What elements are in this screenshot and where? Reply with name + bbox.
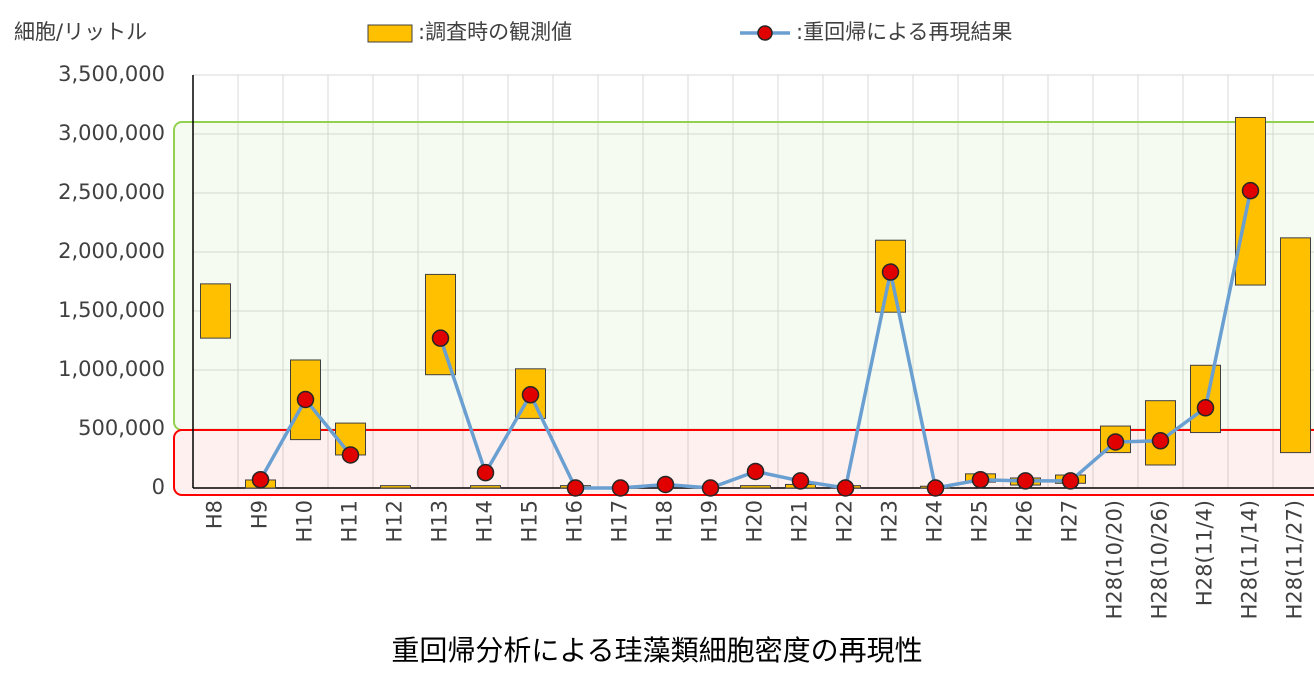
- x-tick-label: H26: [1013, 500, 1037, 543]
- point: [881, 263, 900, 281]
- point: [1196, 399, 1215, 417]
- point: [1061, 472, 1080, 490]
- range-bar: [1280, 237, 1311, 454]
- x-tick-label: H19: [698, 500, 722, 543]
- range-bar: [200, 283, 231, 339]
- point: [701, 479, 720, 497]
- y-tick-label: 3,500,000: [58, 62, 165, 86]
- y-tick-label: 2,000,000: [58, 239, 165, 263]
- range-bar: [425, 273, 456, 376]
- x-tick-label: H28(10/20): [1103, 500, 1127, 619]
- point: [296, 390, 315, 409]
- legend-label: :調査時の観測値: [418, 20, 572, 44]
- x-tick-label: H14: [473, 500, 497, 543]
- x-tick-label: H18: [653, 500, 677, 543]
- range-bar: [1235, 116, 1266, 286]
- point: [476, 463, 495, 482]
- chart-title: 重回帰分析による珪藻類細胞密度の再現性: [391, 634, 922, 667]
- point: [1241, 181, 1260, 200]
- x-tick-label: H28(11/27): [1283, 500, 1307, 619]
- range-bar: [470, 485, 501, 489]
- x-tick-label: H9: [248, 500, 272, 529]
- x-tick-label: H21: [788, 500, 812, 543]
- legend-swatch: [367, 24, 413, 43]
- x-tick-label: H28(11/14): [1238, 500, 1262, 619]
- y-tick-label: 1,000,000: [58, 357, 165, 381]
- point: [566, 479, 585, 497]
- point: [836, 479, 855, 497]
- point: [1151, 432, 1170, 450]
- x-tick-label: H12: [383, 500, 407, 543]
- legend-marker: [757, 25, 773, 41]
- y-tick-label: 0: [152, 475, 165, 499]
- x-tick-label: H28(10/26): [1148, 500, 1172, 619]
- range-bar: [380, 485, 411, 489]
- y-axis-label: 細胞/リットル: [14, 20, 147, 44]
- x-tick-label: H27: [1058, 500, 1082, 543]
- point: [611, 479, 630, 497]
- x-tick-label: H22: [833, 500, 857, 543]
- x-tick-label: H23: [878, 500, 902, 543]
- point: [746, 462, 765, 481]
- range-bar: [740, 485, 771, 489]
- point: [791, 472, 810, 490]
- point: [1106, 433, 1125, 451]
- highlight-band-green: [173, 121, 1314, 431]
- legend-label: :重回帰による再現結果: [796, 20, 1012, 44]
- y-tick-label: 500,000: [78, 416, 165, 440]
- x-tick-label: H16: [563, 500, 587, 543]
- x-tick-label: H13: [428, 500, 452, 543]
- x-tick-label: H8: [203, 500, 227, 529]
- point: [1016, 472, 1035, 490]
- y-tick-label: 1,500,000: [58, 298, 165, 322]
- x-tick-label: H28(11/4): [1193, 500, 1217, 606]
- y-tick-label: 3,000,000: [58, 121, 165, 145]
- x-tick-label: H20: [743, 500, 767, 543]
- point: [341, 446, 360, 464]
- x-tick-label: H24: [923, 500, 947, 543]
- x-tick-label: H10: [293, 500, 317, 543]
- x-tick-label: H15: [518, 500, 542, 543]
- range-bar: [1190, 364, 1221, 434]
- point: [971, 470, 990, 489]
- point: [656, 475, 675, 494]
- point: [521, 386, 540, 404]
- x-tick-label: H17: [608, 500, 632, 543]
- point: [926, 479, 945, 497]
- x-tick-label: H11: [338, 500, 362, 543]
- point: [431, 329, 450, 347]
- y-tick-label: 2,500,000: [58, 180, 165, 204]
- x-tick-label: H25: [968, 500, 992, 543]
- point: [251, 470, 270, 489]
